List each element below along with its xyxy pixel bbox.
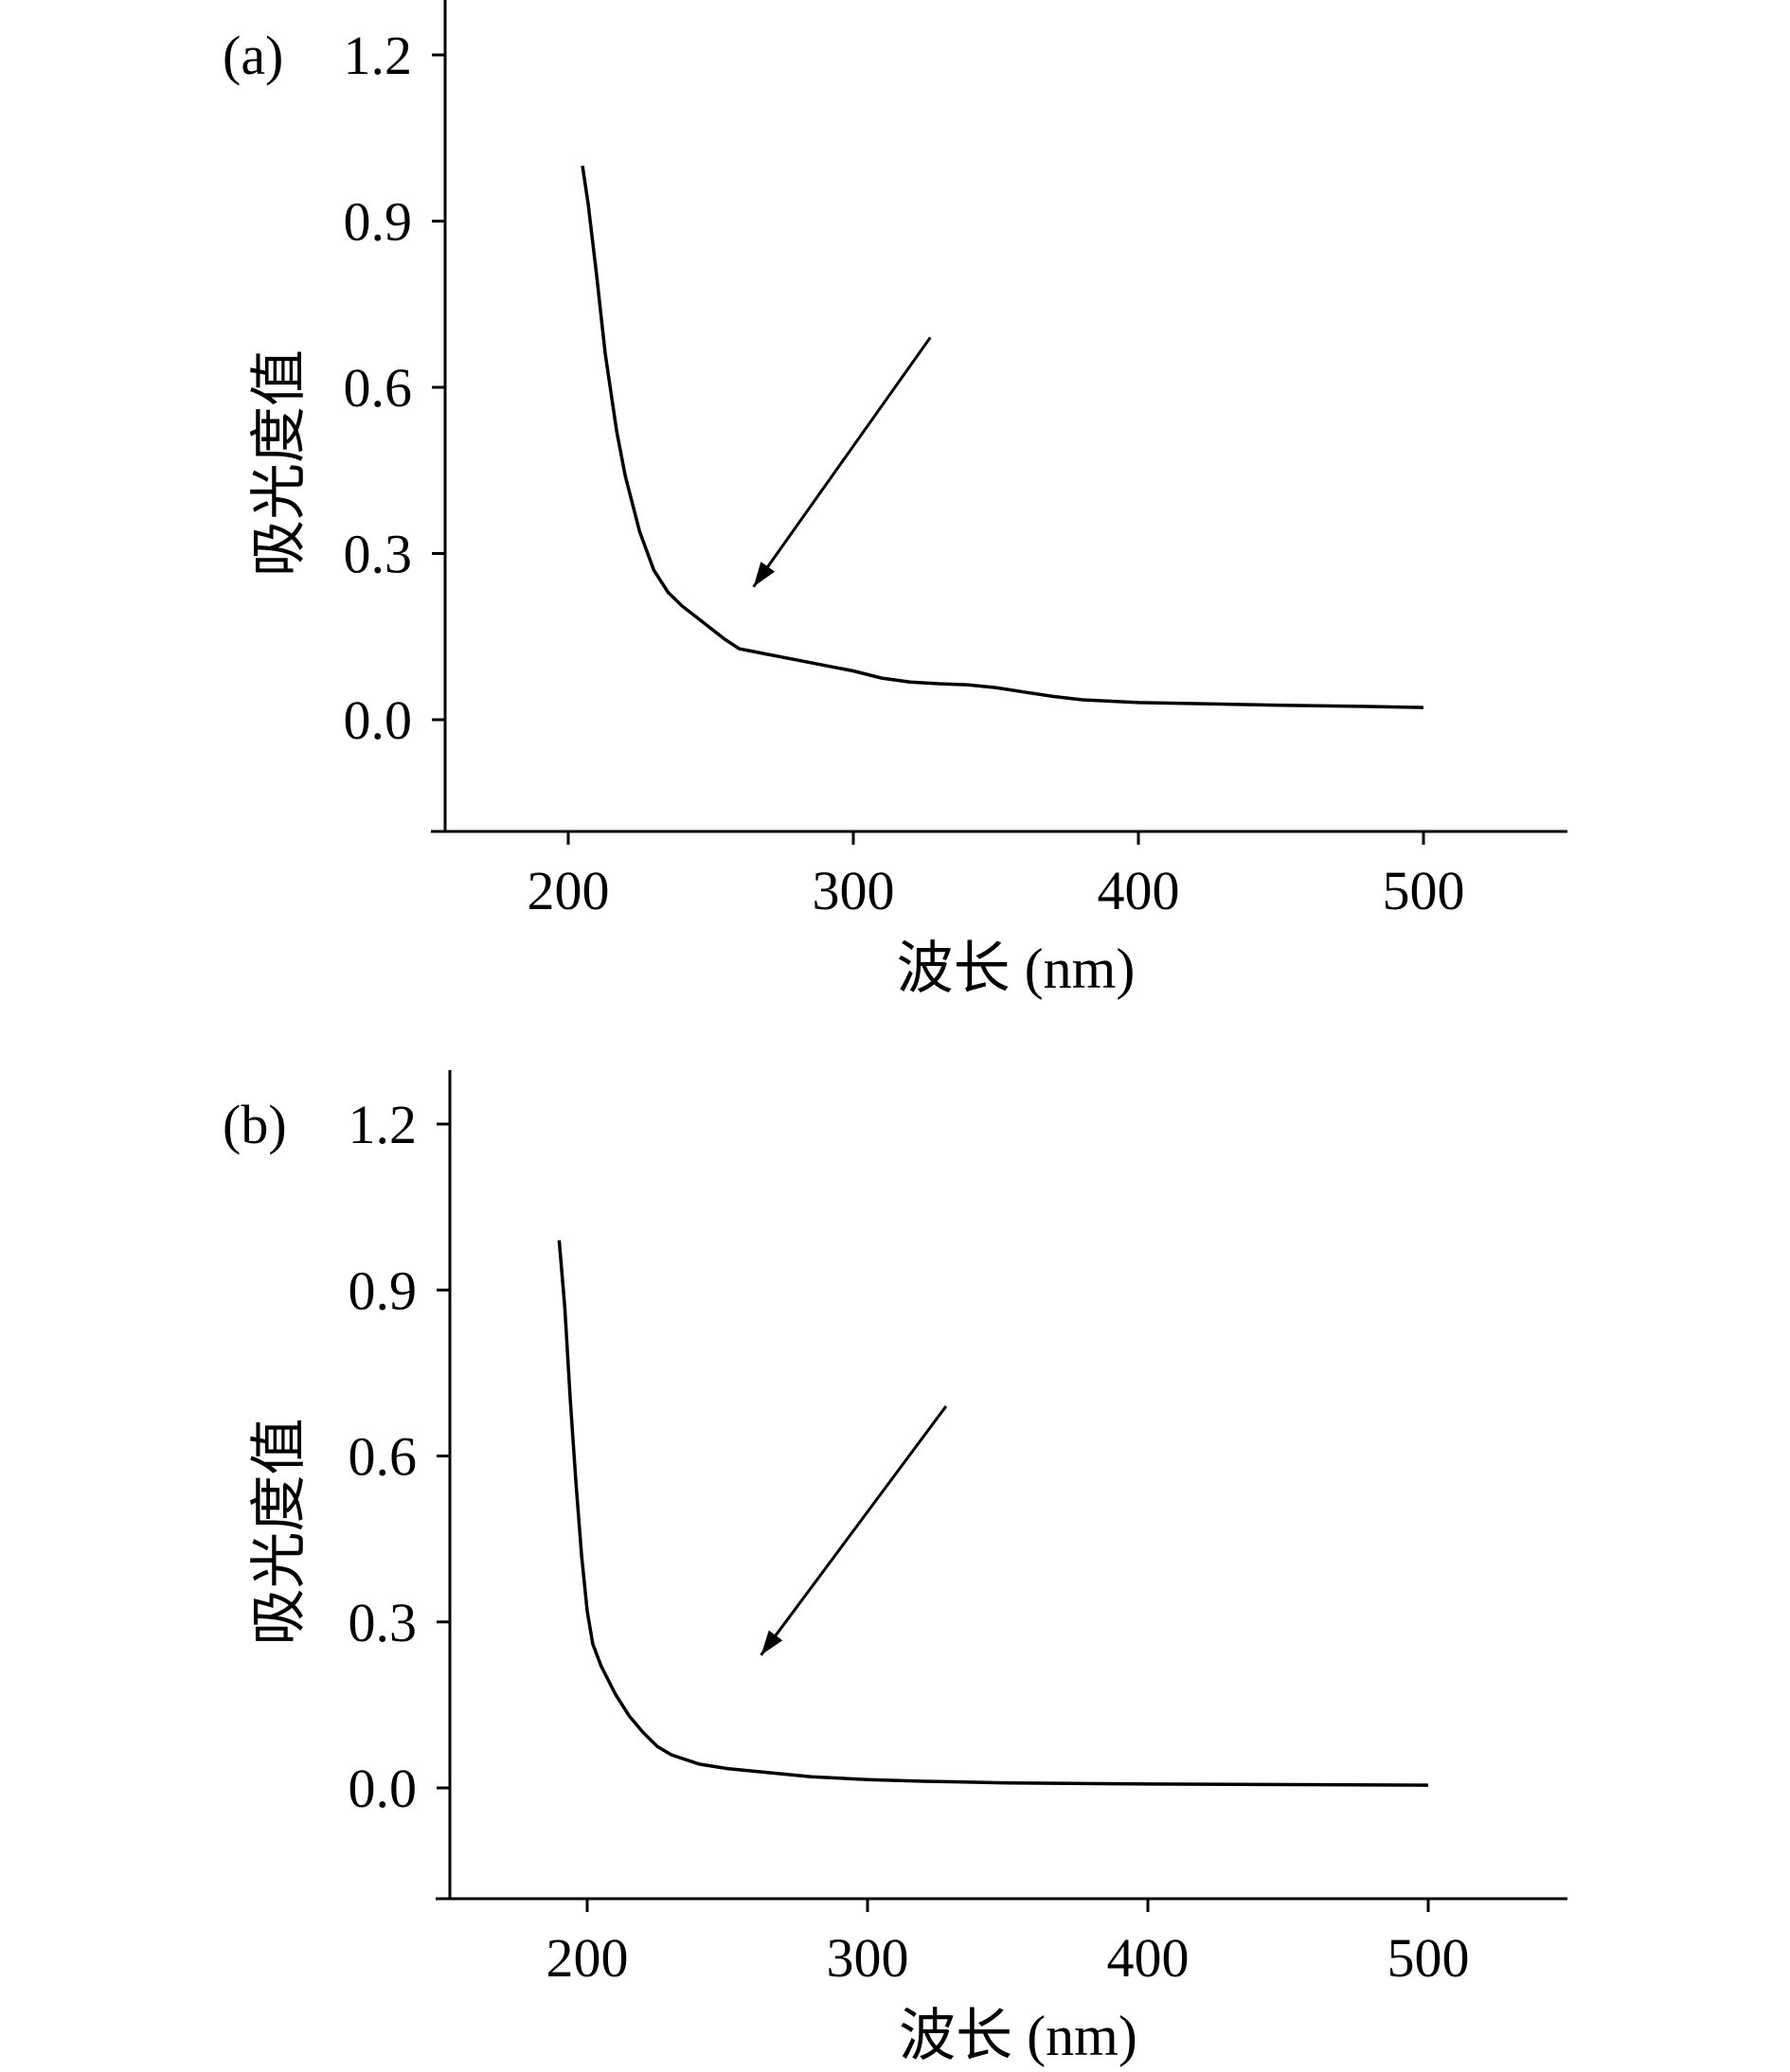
y-tick-label: 1.2 (344, 25, 413, 86)
x-tick-label: 300 (813, 860, 895, 921)
panel-b: 0.0 0.3 0.6 0.9 1.2 200 300 400 500 波长 (nm) 吸光度值 (b… (223, 1070, 1567, 2067)
panel-label: (b) (223, 1094, 287, 1155)
y-axis-title: 吸光度值 (248, 1419, 311, 1646)
annotation-arrowhead (753, 562, 776, 587)
x-tick-label: 200 (528, 860, 610, 921)
annotation-arrowhead (761, 1630, 783, 1655)
series-line (557, 1240, 1429, 1787)
x-tick-label: 400 (1098, 860, 1180, 921)
x-axis-title: 波长 (nm) (899, 2005, 1137, 2067)
x-axis-title: 波长 (nm) (897, 938, 1136, 1000)
x-tick-label: 500 (1387, 1927, 1470, 1989)
y-tick-label: 0.3 (349, 1592, 418, 1653)
y-tick-label: 0.9 (344, 191, 413, 253)
y-tick-label: 1.2 (349, 1094, 418, 1155)
series-line (581, 165, 1424, 709)
x-tick-label: 400 (1107, 1927, 1190, 1989)
y-tick-label: 0.9 (349, 1259, 418, 1321)
y-tick-label: 0.0 (344, 689, 413, 751)
annotation-arrow-line (760, 1405, 948, 1656)
x-tick-label: 300 (827, 1927, 909, 1989)
y-tick-label: 0.6 (344, 357, 413, 419)
panel-a: 0.0 0.3 0.6 0.9 1.2 200 300 400 500 波长 (nm) 吸光度值 (a… (223, 0, 1567, 1000)
y-axis-title: 吸光度值 (248, 349, 311, 577)
y-tick-label: 0.3 (344, 524, 413, 585)
panel-label: (a) (223, 25, 283, 86)
x-tick-label: 200 (546, 1927, 629, 1989)
x-tick-label: 500 (1383, 860, 1465, 921)
y-tick-label: 0.0 (349, 1758, 418, 1819)
y-tick-label: 0.6 (349, 1426, 418, 1488)
annotation-arrow-line (752, 336, 932, 588)
